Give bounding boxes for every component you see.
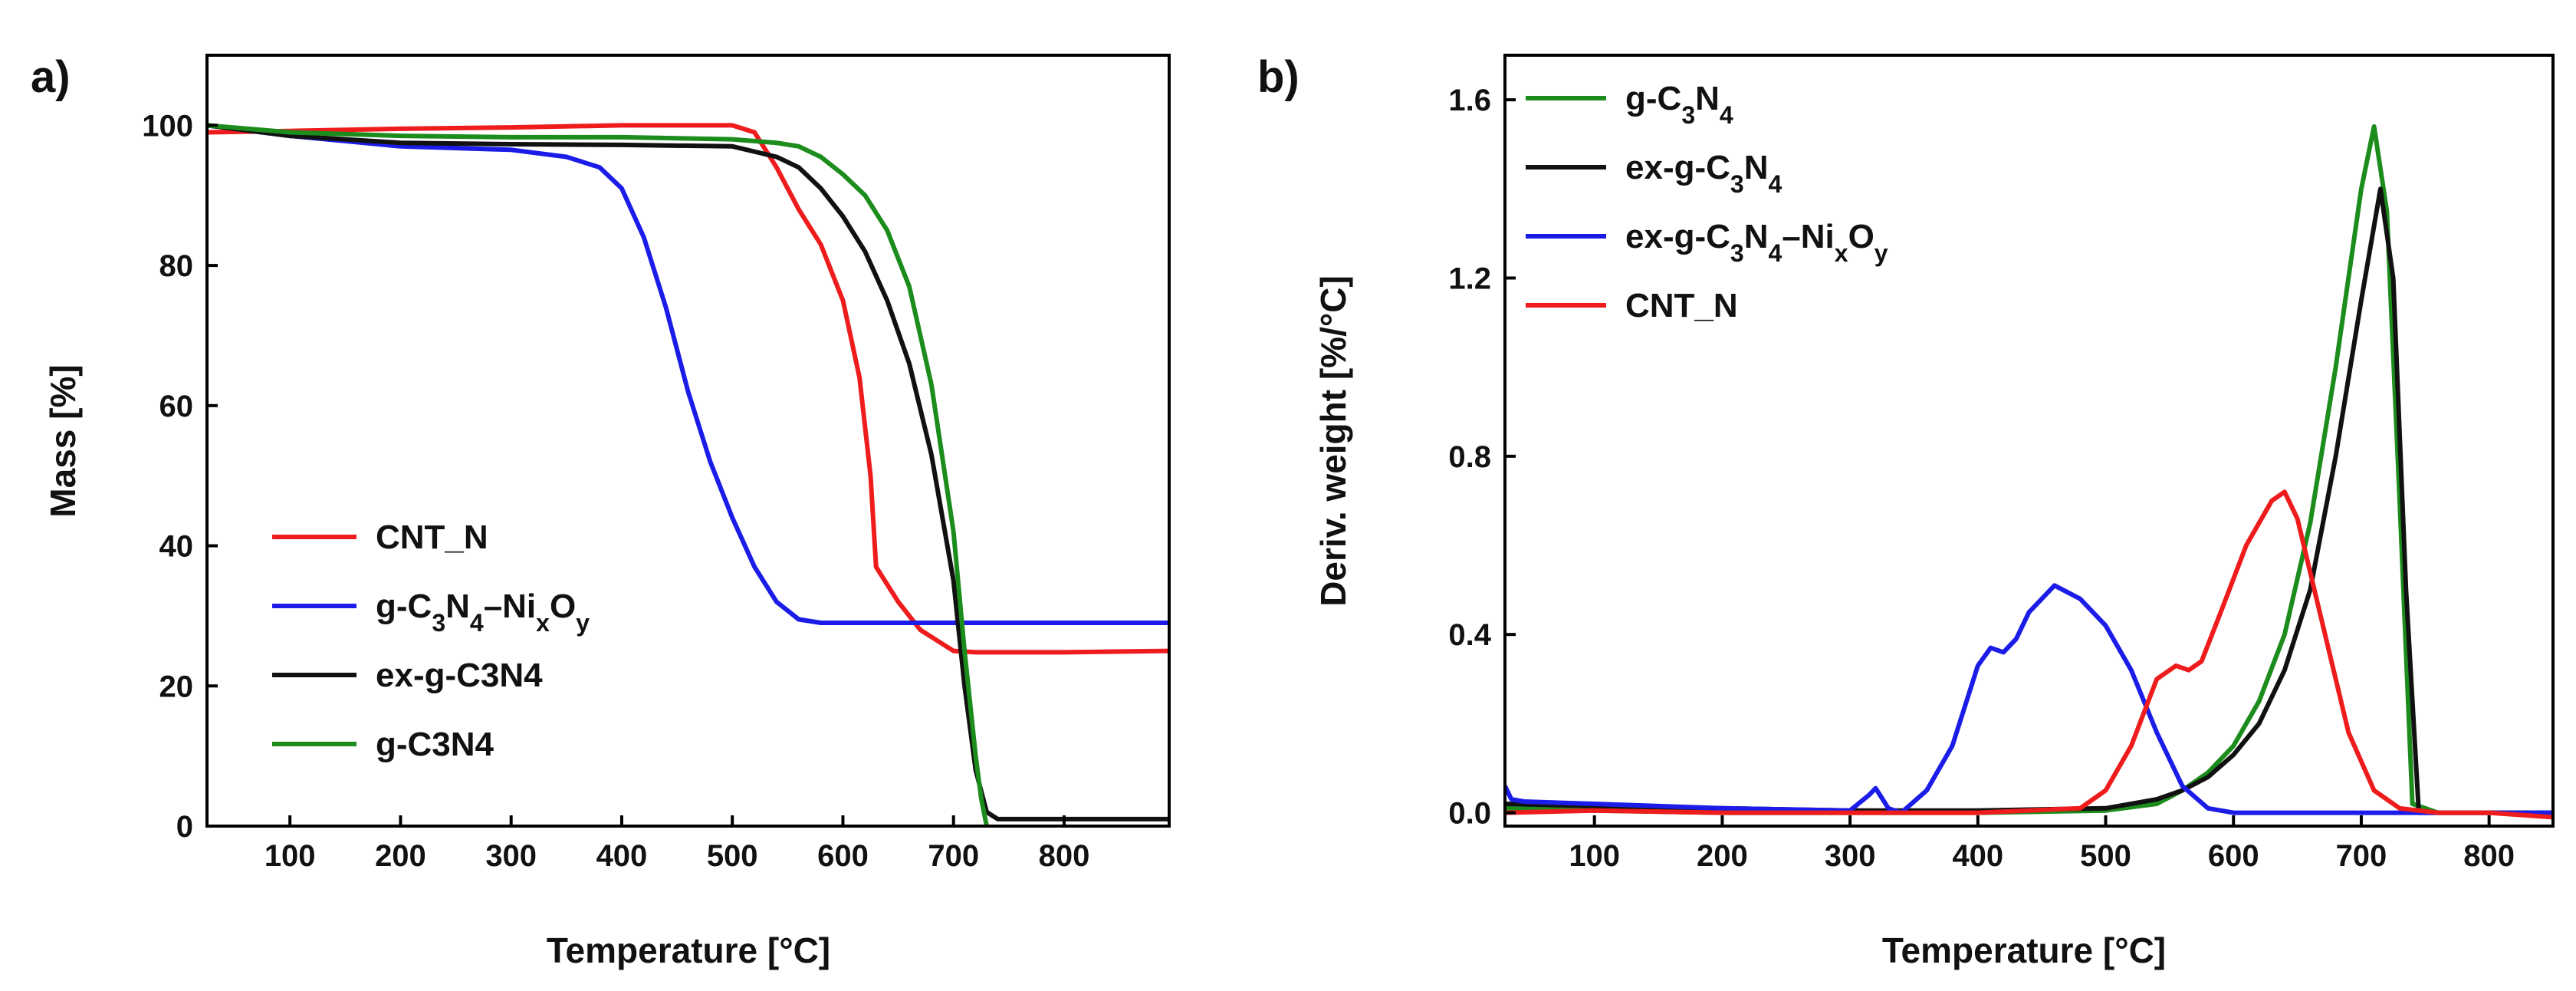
plot-frame (205, 54, 1171, 828)
x-tick-label: 500 (2080, 839, 2131, 873)
x-tick-label: 800 (2463, 839, 2515, 873)
y-tick-label: 1.2 (1448, 262, 1491, 295)
y-tick-label: 20 (159, 670, 194, 703)
panel-label: a) (31, 52, 71, 102)
x-tick-label: 700 (2336, 839, 2387, 873)
x-tick-label: 800 (1039, 839, 1090, 873)
x-tick-label: 100 (264, 839, 316, 873)
legend-label: g-C3N4–NixOy (376, 588, 590, 637)
x-tick-label: 300 (1825, 839, 1876, 873)
y-axis-title: Mass [%] (43, 364, 83, 517)
series-line-ex-g-c3n4 (207, 123, 1169, 821)
y-tick-label: 60 (159, 390, 194, 423)
panel-a: a) 100 200 300 400 500 600 700 800 0 20 40 60 80 100 Te… (31, 52, 1171, 970)
series-line-ex-g-c3n4 (1505, 186, 2553, 815)
y-tick-label: 0.8 (1448, 440, 1491, 474)
legend-label: CNT_N (1625, 287, 1738, 324)
series-line-ex-g-c3n4-nixoy (1505, 583, 2553, 815)
legend-label: CNT_N (376, 519, 488, 556)
y-axis-title: Deriv. weight [%/°C] (1313, 275, 1353, 607)
series-lines (207, 123, 1169, 826)
x-tick-label: 200 (1697, 839, 1748, 873)
x-tick-label: 100 (1569, 839, 1620, 873)
y-tick-label: 1.6 (1448, 84, 1491, 117)
x-axis-title: Temperature [°C] (1882, 930, 2166, 970)
legend-label: g-C3N4 (1625, 80, 1733, 129)
x-tick-label: 400 (596, 839, 648, 873)
panel-b: b) 100 200 300 400 500 600 700 800 0.0 0.4 0.8 1.2 1.… (1257, 52, 2555, 970)
x-tick-label: 400 (1952, 839, 2003, 873)
series-line-cnt-n (1505, 489, 2553, 820)
plot-frame (1503, 54, 2555, 828)
legend: CNT_N g-C3N4–NixOy ex-g-C3N4 g-C3N4 (272, 519, 590, 763)
x-tick-label: 300 (485, 839, 537, 873)
x-tick-label: 700 (928, 839, 979, 873)
y-tick-label: 0.4 (1448, 618, 1491, 652)
x-tick-label: 600 (2208, 839, 2259, 873)
y-tick-label: 0 (176, 810, 193, 844)
series-line-g-c3n4-nixoy (207, 123, 1169, 625)
y-tick-label: 80 (159, 249, 194, 283)
y-tick-label: 100 (142, 109, 193, 143)
legend-label: ex-g-C3N4–NixOy (1625, 218, 1888, 267)
legend-label: ex-g-C3N4 (1625, 149, 1782, 198)
x-tick-label: 500 (707, 839, 758, 873)
series-lines (1505, 123, 2553, 820)
x-axis-title: Temperature [°C] (547, 930, 830, 970)
y-tick-label: 0.0 (1448, 797, 1491, 831)
series-line-g-c3n4 (207, 123, 989, 826)
y-tick-label: 40 (159, 530, 194, 564)
legend-label: ex-g-C3N4 (376, 657, 543, 694)
panel-label: b) (1257, 52, 1300, 102)
x-tick-label: 200 (375, 839, 426, 873)
legend-label: g-C3N4 (376, 726, 495, 763)
x-tick-label: 600 (817, 839, 869, 873)
legend: g-C3N4 ex-g-C3N4 ex-g-C3N4–NixOy CNT_N (1526, 80, 1888, 324)
